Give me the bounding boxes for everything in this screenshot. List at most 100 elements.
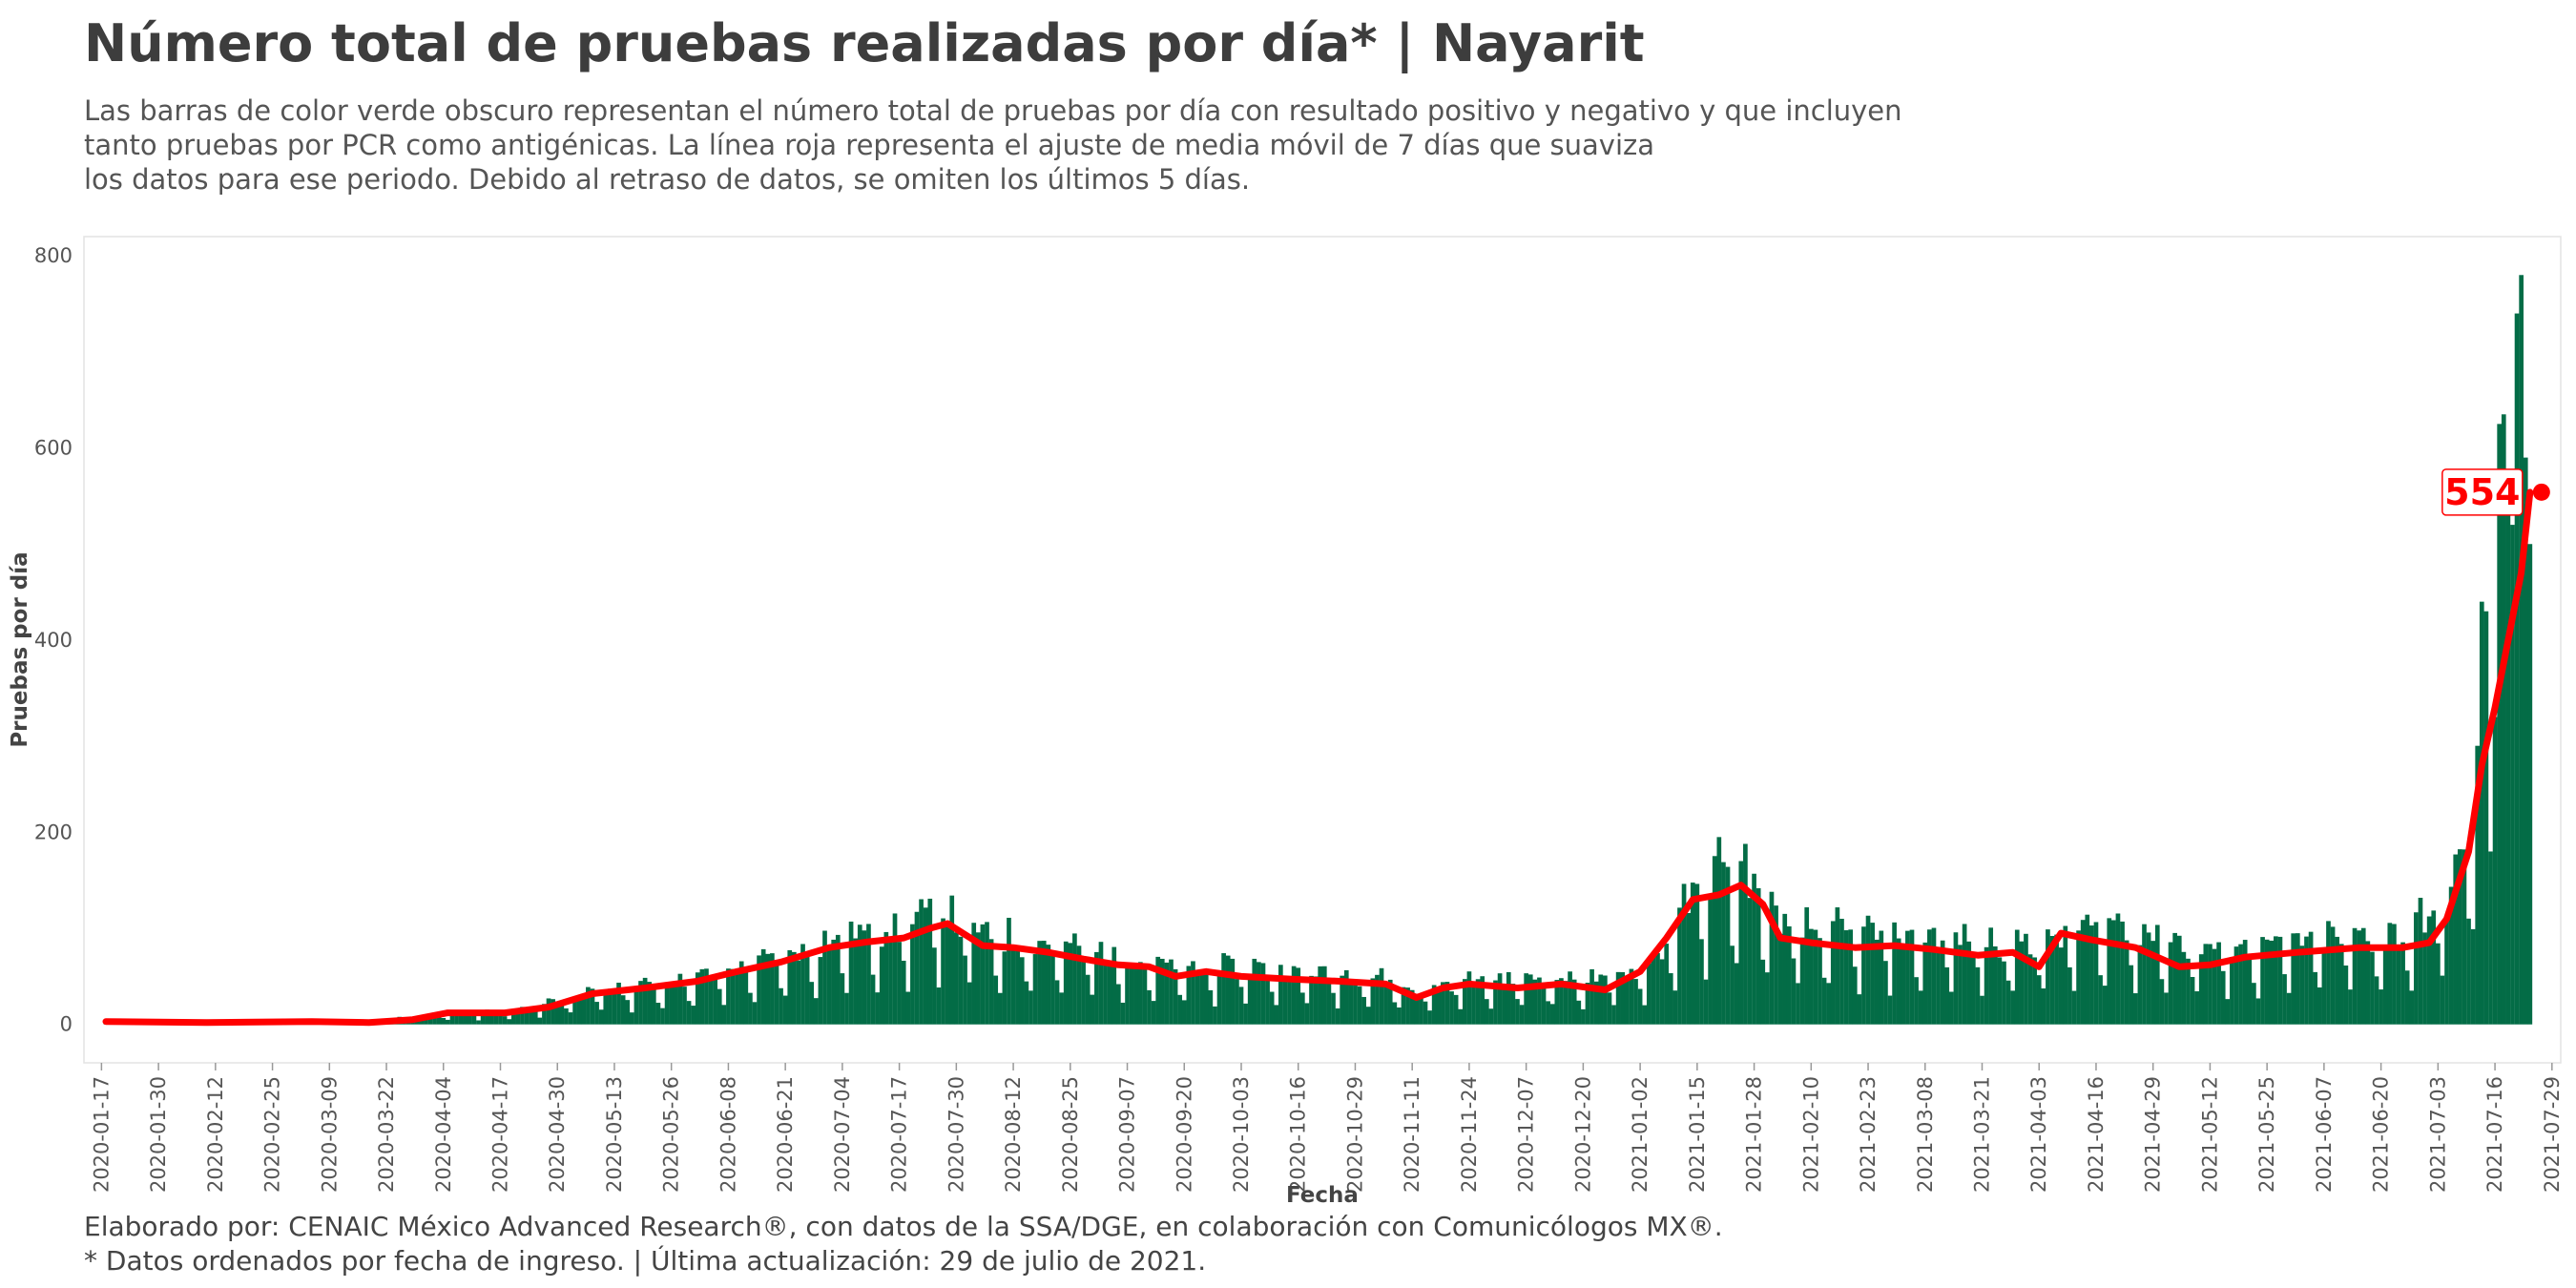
bar [1353, 984, 1358, 1025]
bar [1940, 940, 1945, 1025]
bar [634, 987, 639, 1025]
bar [1387, 979, 1393, 1025]
bar [1296, 967, 1301, 1025]
bar [1085, 974, 1091, 1025]
x-tick-label: 2021-06-07 [2313, 1076, 2336, 1193]
bar [2233, 946, 2239, 1025]
bar [791, 951, 797, 1025]
bar [1734, 963, 1739, 1025]
bar [1142, 966, 1148, 1025]
bar [1506, 971, 1511, 1025]
bar [485, 1009, 490, 1025]
bar [1730, 945, 1735, 1025]
bar [1221, 953, 1226, 1025]
bar [1466, 971, 1472, 1025]
bar [1571, 979, 1577, 1025]
bar [1471, 987, 1476, 1025]
bar [730, 968, 736, 1025]
bar [1375, 974, 1380, 1025]
bar [2093, 922, 2099, 1025]
bar [1409, 989, 1415, 1025]
bar [2431, 910, 2437, 1025]
bar [2277, 936, 2283, 1025]
bar [2448, 886, 2454, 1025]
bar [2514, 313, 2520, 1025]
bar [966, 982, 972, 1025]
bar [2255, 998, 2261, 1025]
bar [1668, 973, 1673, 1025]
bar [608, 988, 613, 1025]
bar [958, 936, 964, 1025]
bar [1265, 976, 1270, 1025]
x-tick-label: 2020-03-09 [318, 1076, 341, 1193]
bar [1620, 971, 1626, 1025]
bar [1488, 1008, 1494, 1025]
bar [818, 957, 823, 1025]
y-tick-label: 400 [34, 629, 73, 652]
bar [564, 1008, 569, 1025]
x-tick-label: 2021-02-10 [1799, 1076, 1822, 1193]
bar [1694, 883, 1700, 1025]
bar [2357, 930, 2361, 1025]
bar [1738, 861, 1744, 1025]
bar [629, 1012, 634, 1025]
bar [704, 968, 709, 1025]
bar [1892, 922, 1897, 1025]
bar [2242, 940, 2248, 1025]
bar [1414, 995, 1420, 1025]
bar [2071, 990, 2077, 1025]
bar [1839, 919, 1844, 1025]
bar [1431, 985, 1437, 1025]
x-tick-label: 2020-01-17 [90, 1076, 113, 1193]
bar [1348, 982, 1354, 1025]
bar [997, 992, 1003, 1025]
bar [2046, 929, 2050, 1025]
x-tick-label: 2021-01-02 [1629, 1076, 1652, 1193]
bar [1379, 967, 1384, 1025]
bar [743, 968, 749, 1025]
bar [1563, 981, 1568, 1025]
bar [927, 898, 933, 1025]
x-tick-label: 2020-03-22 [375, 1076, 398, 1193]
bar [2335, 936, 2340, 1025]
bar [454, 1011, 459, 1025]
bar [888, 940, 893, 1025]
bar [1821, 977, 1827, 1025]
bar [866, 924, 871, 1025]
bar [708, 977, 714, 1025]
bar [620, 995, 626, 1025]
bar [2159, 979, 2165, 1025]
bar [1257, 962, 1261, 1025]
bar [1624, 978, 1630, 1025]
bar [2414, 912, 2419, 1025]
bar [2238, 944, 2243, 1025]
bar [941, 918, 945, 1025]
bar [1581, 1008, 1586, 1025]
bar [980, 924, 986, 1025]
bar [1818, 938, 1822, 1025]
bar [488, 1010, 494, 1025]
y-tick-label: 800 [34, 244, 73, 267]
bar [831, 939, 837, 1025]
bar [1870, 923, 1875, 1025]
bar [1480, 976, 1485, 1025]
bar [2269, 940, 2275, 1025]
x-tick-label: 2020-06-08 [717, 1076, 739, 1193]
bar [1637, 988, 1643, 1025]
bar [1901, 944, 1906, 1025]
bar [1970, 953, 1976, 1025]
bar [616, 982, 621, 1025]
bar [2002, 961, 2006, 1025]
bar [1199, 971, 1204, 1025]
bar [2492, 717, 2498, 1025]
bar [2286, 992, 2292, 1025]
bar [471, 1015, 477, 1025]
bar [1830, 921, 1836, 1025]
bar [1948, 991, 1954, 1025]
x-tick-label: 2021-01-15 [1686, 1076, 1709, 1193]
bar [1063, 941, 1069, 1025]
bar [1260, 963, 1266, 1025]
bar [897, 942, 902, 1025]
bar [1318, 966, 1323, 1025]
bar [458, 1013, 464, 1025]
